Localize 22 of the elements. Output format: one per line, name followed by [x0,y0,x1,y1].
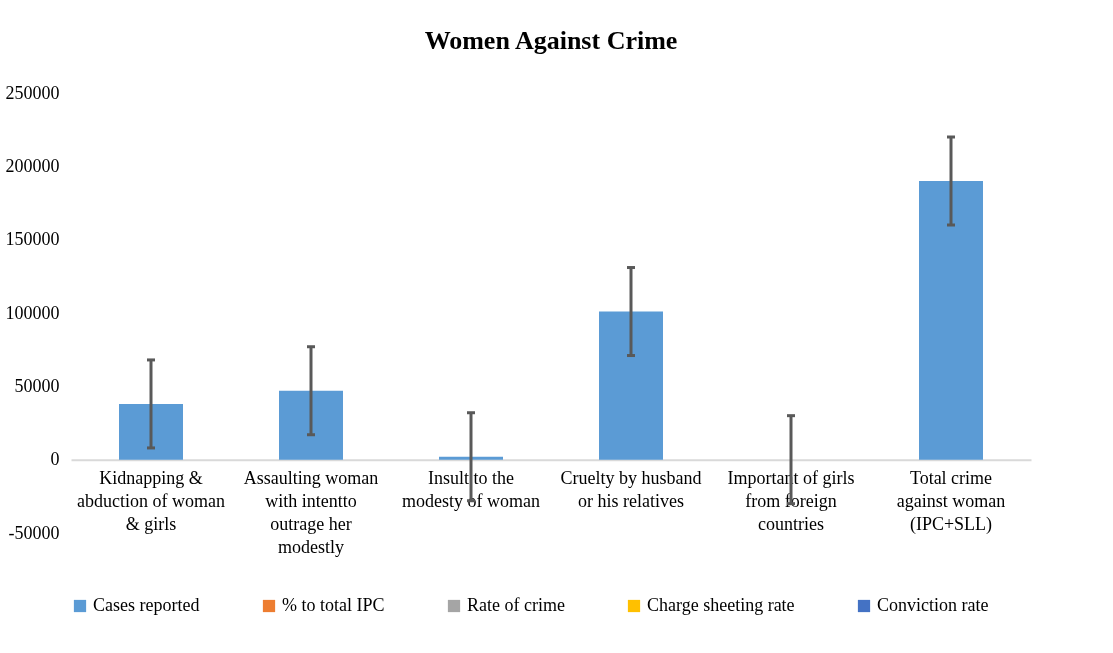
legend-label: Cases reported [93,595,200,615]
y-tick-label: -50000 [8,522,60,543]
y-tick-label: 200000 [5,155,60,176]
y-tick-label: 150000 [5,229,60,250]
bar [279,390,343,460]
legend-label: Rate of crime [467,595,565,615]
chart-title: Women Against Crime [424,26,678,55]
x-tick-label: Cruelty by husband or his relatives [560,468,702,512]
legend-label: Charge sheeting rate [647,595,795,615]
bar [919,181,983,460]
y-tick-label: 50000 [14,375,60,396]
y-tick-label: 0 [50,449,60,470]
bar [119,403,183,460]
x-tick-label: Assaulting woman with intentto outrage her modestly [243,468,379,558]
x-tick-label: Total crime against woman (IPC+SLL) [896,468,1006,536]
x-tick-label: Kidnapping & abduction of woman & girls [77,468,225,535]
legend-label: % to total IPC [282,595,385,615]
y-tick-label: 250000 [5,82,60,103]
bar [599,311,663,460]
y-tick-label: 100000 [5,302,60,323]
legend-label: Conviction rate [877,595,989,615]
bar [439,456,503,460]
